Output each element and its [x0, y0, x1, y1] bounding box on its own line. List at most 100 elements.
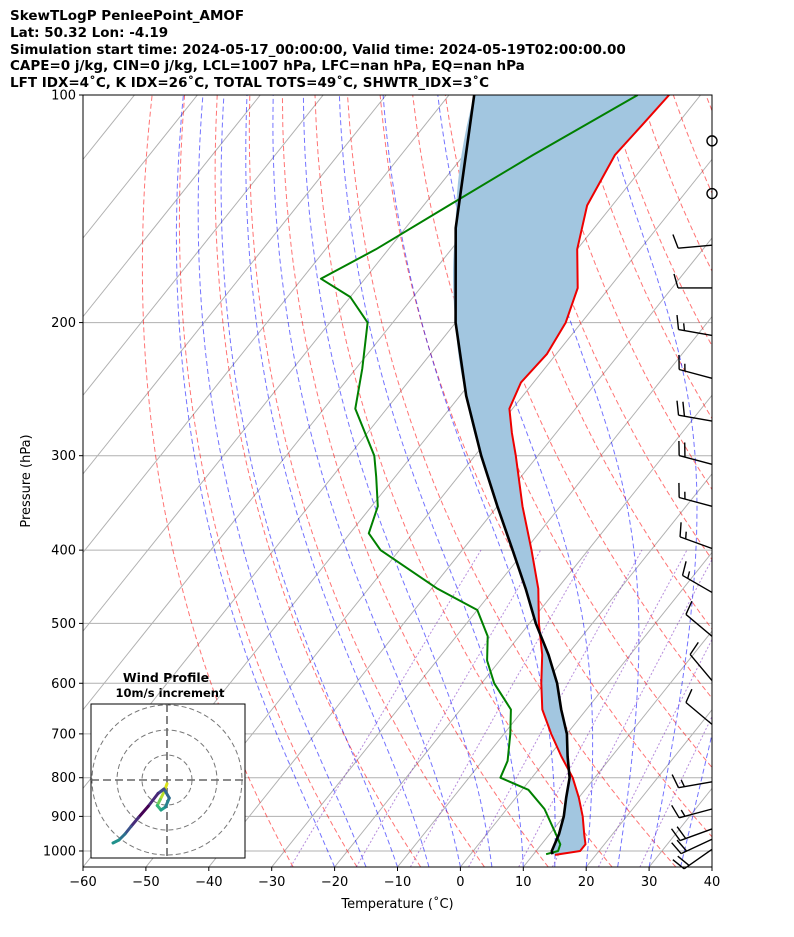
mixing-ratio-line	[639, 715, 712, 867]
parcel-profile-line	[454, 95, 571, 855]
isotherm	[585, 708, 712, 867]
wind-barb	[671, 838, 713, 855]
isotherm	[83, 95, 387, 475]
y-tick-label: 900	[51, 810, 76, 825]
location-line: Lat: 50.32 Lon: -4.19	[10, 24, 169, 41]
x-tick-label: −50	[132, 875, 159, 890]
temperature-profile-line	[508, 95, 670, 856]
isotherm	[83, 95, 198, 239]
y-tick-label: 1000	[43, 844, 76, 859]
hodograph-trace	[164, 796, 171, 809]
y-tick-label: 700	[51, 727, 76, 742]
y-tick-label: 300	[51, 449, 76, 464]
dry-adiabat	[347, 95, 677, 867]
wind-barb	[672, 848, 713, 870]
dry-adiabat	[444, 95, 712, 700]
moist-adiabat	[711, 865, 712, 867]
isotherm	[145, 158, 712, 867]
isotherm	[711, 866, 712, 867]
hodograph-trace	[123, 825, 133, 836]
plot-area	[0, 95, 794, 867]
dewpoint-profile-line	[319, 95, 639, 856]
x-axis-label: Temperature (˚C)	[340, 896, 453, 912]
hodograph-frame	[90, 703, 246, 859]
moist-adiabat	[507, 95, 640, 867]
hodograph-trace	[111, 838, 121, 845]
wind-barb	[679, 522, 713, 550]
wind-barb-calm	[706, 187, 718, 200]
dry-adiabat	[248, 95, 485, 867]
hodograph-inset	[90, 703, 246, 859]
hodograph-trace	[162, 787, 171, 800]
chart-title: SkewTLogP PenleePoint_AMOF	[10, 8, 245, 24]
x-tick-label: −40	[195, 875, 222, 890]
mixing-ratio-line	[409, 549, 590, 867]
wind-barb	[678, 354, 713, 379]
moist-adiabat	[220, 95, 398, 867]
moist-adiabat	[175, 95, 336, 867]
x-tick-label: 40	[704, 875, 721, 890]
wind-barb	[685, 688, 713, 725]
cape-cin-shading	[453, 95, 670, 855]
hodograph-trace	[146, 792, 160, 808]
dry-adiabat	[178, 95, 358, 867]
moist-adiabat	[245, 95, 430, 867]
wind-barb	[676, 314, 713, 337]
wind-barb	[671, 774, 713, 789]
dry-adiabat	[575, 95, 712, 420]
dry-adiabat	[141, 95, 294, 867]
moist-adiabat	[338, 95, 524, 867]
isotherm	[271, 315, 712, 867]
chart-header: SkewTLogP PenleePoint_AMOF Lat: 50.32 Lo…	[10, 8, 626, 92]
moist-adiabat	[599, 95, 698, 867]
moist-adiabat	[197, 95, 367, 867]
x-tick-label: −60	[69, 875, 96, 890]
x-tick-label: −30	[258, 875, 285, 890]
wind-barb	[672, 234, 713, 249]
dry-adiabat	[705, 95, 712, 113]
time-line: Simulation start time: 2024-05-17_00:00:…	[10, 41, 626, 58]
mixing-ratio-line	[468, 549, 643, 867]
dry-adiabat	[640, 95, 712, 273]
y-tick-label: 200	[51, 316, 76, 331]
isotherm	[83, 95, 261, 318]
isotherm	[83, 95, 324, 397]
indices-line-1: CAPE=0 j/kg, CIN=0 j/kg, LCL=1007 hPa, L…	[10, 58, 525, 75]
dry-adiabat	[379, 95, 712, 838]
moist-adiabat	[302, 95, 493, 867]
wind-barb	[671, 804, 713, 819]
y-axis-label: Pressure (hPa)	[19, 434, 34, 527]
wind-barb	[673, 273, 712, 289]
dry-adiabat	[607, 95, 712, 347]
dry-adiabat	[739, 95, 794, 867]
mixing-ratio-line	[355, 549, 542, 867]
dry-adiabat	[214, 95, 422, 867]
dry-adiabat	[672, 95, 712, 195]
isotherm	[83, 95, 513, 632]
hodograph-trace	[129, 816, 140, 828]
wind-barb	[678, 440, 713, 466]
isotherm	[0, 95, 72, 867]
x-tick-label: 10	[515, 875, 532, 890]
x-tick-label: −20	[321, 875, 348, 890]
wind-barb	[670, 826, 713, 842]
dry-adiabat	[542, 95, 712, 491]
mixing-ratio-line	[290, 549, 482, 867]
wind-barb	[681, 561, 713, 594]
isotherm	[334, 394, 712, 867]
dry-adiabat	[771, 95, 794, 867]
mixing-ratio-line	[518, 549, 688, 867]
y-tick-label: 100	[51, 89, 76, 104]
wind-barb-calm	[706, 135, 718, 147]
y-tick-label: 800	[51, 771, 76, 786]
x-tick-label: 20	[578, 875, 595, 890]
x-tick-label: 30	[641, 875, 658, 890]
wind-barb	[685, 600, 713, 637]
isotherm	[522, 630, 712, 867]
hodograph-title: Wind Profile	[123, 670, 209, 685]
indices-line-2: LFT IDX=4˚C, K IDX=26˚C, TOTAL TOTS=49˚C…	[10, 75, 490, 92]
wind-barb	[676, 400, 713, 422]
dry-adiabat	[477, 95, 712, 630]
wind-barb	[678, 482, 713, 507]
